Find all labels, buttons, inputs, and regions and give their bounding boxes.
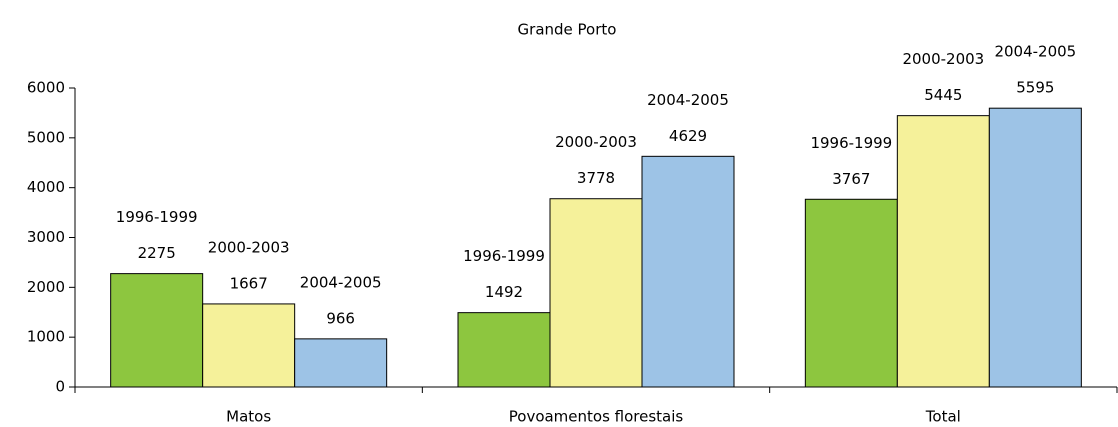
x-tick-label: Matos — [226, 408, 271, 426]
y-tick-label: 3000 — [27, 228, 65, 246]
data-series-label: 2000-2003 — [902, 50, 984, 68]
chart-title: Grande Porto — [518, 21, 617, 39]
y-tick-label: 6000 — [27, 79, 65, 97]
bar — [896, 115, 990, 388]
y-tick-label: 0 — [55, 378, 65, 396]
data-label: 5445 — [924, 86, 962, 104]
bar — [549, 198, 643, 388]
data-series-label: 2004-2005 — [994, 43, 1076, 61]
data-series-label: 2000-2003 — [208, 238, 290, 256]
x-tick-label: Povoamentos florestais — [509, 408, 684, 426]
y-tick-label: 5000 — [27, 128, 65, 146]
x-tick-label: Total — [925, 408, 961, 426]
data-series-label: 2004-2005 — [647, 91, 729, 109]
bar — [202, 303, 296, 388]
bar — [110, 273, 204, 388]
data-label: 1492 — [485, 283, 523, 301]
bar — [641, 155, 735, 388]
data-series-label: 1996-1999 — [463, 247, 545, 265]
data-label: 3778 — [577, 169, 615, 187]
data-series-label: 2004-2005 — [300, 273, 382, 291]
bar — [988, 107, 1082, 388]
data-label: 4629 — [669, 127, 707, 145]
data-label: 3767 — [832, 170, 870, 188]
bar — [804, 198, 898, 388]
data-series-label: 1996-1999 — [810, 134, 892, 152]
y-tick-label: 4000 — [27, 178, 65, 196]
bar — [457, 312, 551, 388]
bar — [294, 338, 388, 388]
y-tick-label: 2000 — [27, 278, 65, 296]
data-series-label: 2000-2003 — [555, 133, 637, 151]
data-label: 1667 — [230, 274, 268, 292]
data-label: 966 — [326, 309, 355, 327]
data-label: 2275 — [138, 244, 176, 262]
y-tick-label: 1000 — [27, 328, 65, 346]
data-series-label: 1996-1999 — [116, 208, 198, 226]
data-label: 5595 — [1016, 79, 1054, 97]
